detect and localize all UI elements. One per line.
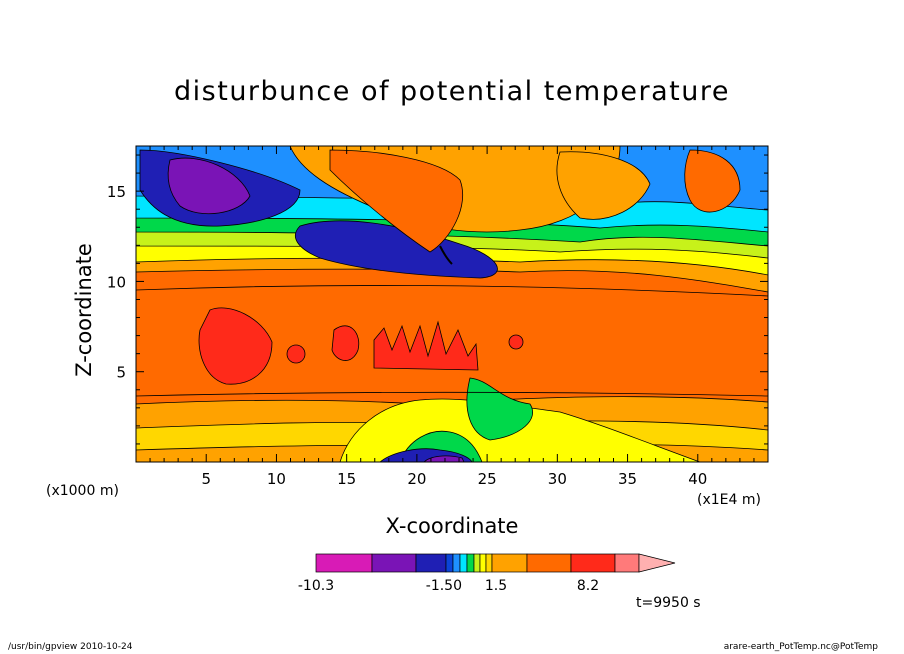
time-label: t=9950 s [636, 595, 701, 611]
colorbar-segment [459, 553, 468, 573]
x-scale-label: (x1E4 m) [697, 492, 761, 508]
x-tick-label: 35 [618, 470, 637, 488]
colorbar-segment [415, 553, 447, 573]
colorbar-segment [371, 553, 417, 573]
x-unit-label: (x1000 m) [46, 483, 119, 499]
y-tick-label: 15 [107, 183, 126, 201]
colorbar-label: 1.5 [485, 578, 507, 594]
y-tick-label: 5 [116, 364, 126, 382]
colorbar-segment [466, 553, 475, 573]
x-axis-label: X-coordinate [385, 514, 519, 538]
x-tick-label: 20 [407, 470, 426, 488]
colorbar-segment [445, 553, 454, 573]
colorbar-label: -1.50 [426, 578, 462, 594]
contour-field [136, 146, 768, 462]
colorbar-label: 8.2 [577, 578, 599, 594]
colorbar-segment [485, 553, 493, 573]
colorbar-segment [479, 553, 487, 573]
y-tick-label: 10 [107, 273, 126, 291]
colorbar-label: -10.3 [298, 578, 334, 594]
colorbar-segment [614, 553, 640, 573]
y-axis-ticks: 5 10 15 [107, 154, 768, 445]
colorbar-segment [473, 553, 481, 573]
plot-frame [135, 145, 769, 463]
x-tick-label: 25 [478, 470, 497, 488]
footer-left: /usr/bin/gpview 2010-10-24 [8, 642, 133, 652]
colorbar-segment [452, 553, 461, 573]
x-tick-label: 5 [201, 470, 211, 488]
colorbar-segment [315, 553, 373, 573]
colorbar-segment [570, 553, 616, 573]
chart-title: disturbunce of potential temperature [174, 76, 730, 107]
colorbar-segment [491, 553, 528, 573]
colorbar-arrow [638, 553, 676, 573]
x-tick-label: 15 [337, 470, 356, 488]
x-tick-label: 30 [548, 470, 567, 488]
colorbar-segment [526, 553, 572, 573]
x-axis-ticks: 5 10 15 20 25 30 35 40 [149, 146, 755, 488]
footer-right: arare-earth_PotTemp.nc@PotTemp [723, 642, 878, 652]
colorbar: -10.3 -1.50 1.5 8.2 [298, 553, 676, 594]
x-tick-label: 10 [267, 470, 286, 488]
x-tick-label: 40 [688, 470, 707, 488]
